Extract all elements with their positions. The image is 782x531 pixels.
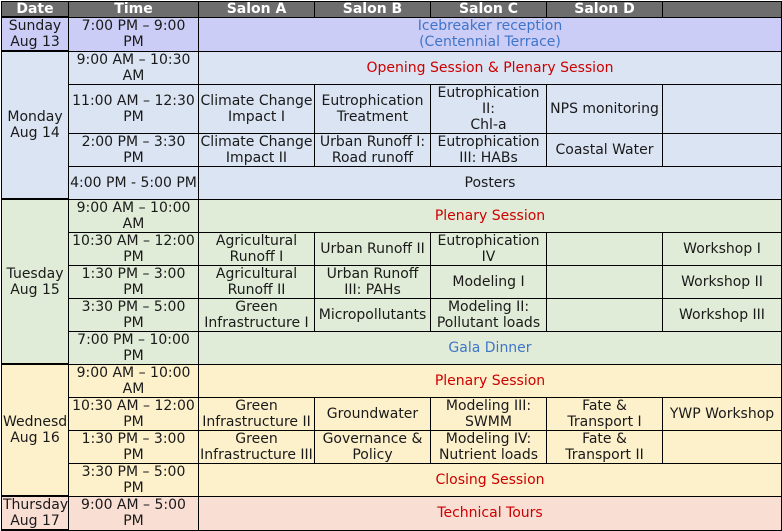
header-salon-d: Salon D [546, 1, 663, 18]
table-row: 1:30 PM – 3:00 PM Agricultural Runoff II… [1, 264, 782, 299]
session-cell: Agricultural Runoff II [198, 264, 315, 299]
session-closing: Closing Session [198, 462, 782, 497]
day-sunday: Sunday Aug 13 [1, 16, 69, 52]
table-row: 3:30 PM – 5:00 PM Closing Session [1, 462, 782, 497]
session-cell: Modeling I [430, 264, 547, 299]
session-cell: Fate & Transport II [546, 429, 663, 464]
session-plenary: Plenary Session [198, 198, 782, 233]
session-cell: Climate Change Impact II [198, 132, 315, 167]
session-cell: Modeling IV: Nutrient loads [430, 429, 547, 464]
time-cell: 3:30 PM – 5:00 PM [68, 297, 199, 332]
session-cell: Urban Runoff I: Road runoff [314, 132, 431, 167]
time-cell: 9:00 AM – 10:00 AM [68, 363, 199, 398]
table-row: 1:30 PM – 3:00 PM Green Infrastructure I… [1, 429, 782, 464]
session-icebreaker: Icebreaker reception (Centennial Terrace… [198, 16, 782, 52]
time-cell: 2:00 PM – 3:30 PM [68, 132, 199, 167]
session-cell: Governance & Policy [314, 429, 431, 464]
table-row: 2:00 PM – 3:30 PM Climate Change Impact … [1, 132, 782, 167]
table-row: Tuesday Aug 15 9:00 AM – 10:00 AM Plenar… [1, 198, 782, 365]
table-row: Thursday Aug 17 9:00 AM – 5:00 PM Techni… [1, 495, 782, 531]
table-row: 10:30 AM – 12:00 PM Green Infrastructure… [1, 396, 782, 431]
session-cell: Modeling III: SWMM [430, 396, 547, 431]
session-plenary: Plenary Session [198, 363, 782, 398]
session-cell: Green Infrastructure II [198, 396, 315, 431]
day-tuesday: Tuesday Aug 15 [1, 198, 69, 365]
time-cell: 1:30 PM – 3:00 PM [68, 429, 199, 464]
table-row: 7:00 PM – 10:00 PM Gala Dinner [1, 330, 782, 365]
session-cell: Agricultural Runoff I [198, 231, 315, 266]
time-cell: 10:30 AM – 12:00 PM [68, 396, 199, 431]
session-cell: Coastal Water [546, 132, 663, 167]
session-cell: Modeling II: Pollutant loads [430, 297, 547, 332]
session-cell: Eutrophication IV [430, 231, 547, 266]
session-cell: Eutrophication II: Chl-a [430, 83, 547, 134]
header-date: Date [1, 1, 69, 18]
session-opening-plenary: Opening Session & Plenary Session [198, 50, 782, 85]
session-gala-dinner: Gala Dinner [198, 330, 782, 365]
session-cell: Fate & Transport I [546, 396, 663, 431]
session-cell [546, 264, 663, 299]
session-cell: Eutrophication Treatment [314, 83, 431, 134]
day-monday: Monday Aug 14 [1, 50, 69, 200]
session-cell: Workshop I [662, 231, 782, 266]
session-cell: Urban Runoff III: PAHs [314, 264, 431, 299]
time-cell: 9:00 AM – 5:00 PM [68, 495, 199, 531]
header-extra [662, 1, 782, 18]
time-cell: 7:00 PM – 10:00 PM [68, 330, 199, 365]
table-row: Sunday Aug 13 7:00 PM – 9:00 PM Icebreak… [1, 16, 782, 52]
time-cell: 7:00 PM – 9:00 PM [68, 16, 199, 52]
table-row: 11:00 AM – 12:30 PM Climate Change Impac… [1, 83, 782, 134]
time-cell: 11:00 AM – 12:30 PM [68, 83, 199, 134]
session-cell: Green Infrastructure I [198, 297, 315, 332]
day-thursday: Thursday Aug 17 [1, 495, 69, 531]
table-row: 3:30 PM – 5:00 PM Green Infrastructure I… [1, 297, 782, 332]
session-cell: Workshop II [662, 264, 782, 299]
session-cell: Micropollutants [314, 297, 431, 332]
table-row: Monday Aug 14 9:00 AM – 10:30 AM Opening… [1, 50, 782, 200]
time-cell: 4:00 PM - 5:00 PM [68, 165, 199, 200]
session-cell: Groundwater [314, 396, 431, 431]
session-cell: Workshop III [662, 297, 782, 332]
header-salon-c: Salon C [430, 1, 547, 18]
session-cell [546, 231, 663, 266]
time-cell: 3:30 PM – 5:00 PM [68, 462, 199, 497]
session-cell: NPS monitoring [546, 83, 663, 134]
table-row: Wednesday Aug 16 9:00 AM – 10:00 AM Plen… [1, 363, 782, 497]
time-cell: 1:30 PM – 3:00 PM [68, 264, 199, 299]
day-wednesday: Wednesday Aug 16 [1, 363, 69, 497]
session-posters: Posters [198, 165, 782, 200]
session-cell: YWP Workshop [662, 396, 782, 431]
session-cell: Eutrophication III: HABs [430, 132, 547, 167]
table-row: 10:30 AM – 12:00 PM Agricultural Runoff … [1, 231, 782, 266]
session-cell [546, 297, 663, 332]
time-cell: 9:00 AM – 10:30 AM [68, 50, 199, 85]
time-cell: 10:30 AM – 12:00 PM [68, 231, 199, 266]
header-time: Time [68, 1, 199, 18]
session-cell [662, 132, 782, 167]
header-salon-b: Salon B [314, 1, 431, 18]
session-cell [662, 83, 782, 134]
time-cell: 9:00 AM – 10:00 AM [68, 198, 199, 233]
session-technical-tours: Technical Tours [198, 495, 782, 531]
session-cell: Climate Change Impact I [198, 83, 315, 134]
header-row: Date Time Salon A Salon B Salon C Salon … [1, 1, 782, 18]
table-row: 4:00 PM - 5:00 PM Posters [1, 165, 782, 200]
session-cell: Urban Runoff II [314, 231, 431, 266]
header-salon-a: Salon A [198, 1, 315, 18]
session-cell [662, 429, 782, 464]
session-cell: Green Infrastructure III [198, 429, 315, 464]
